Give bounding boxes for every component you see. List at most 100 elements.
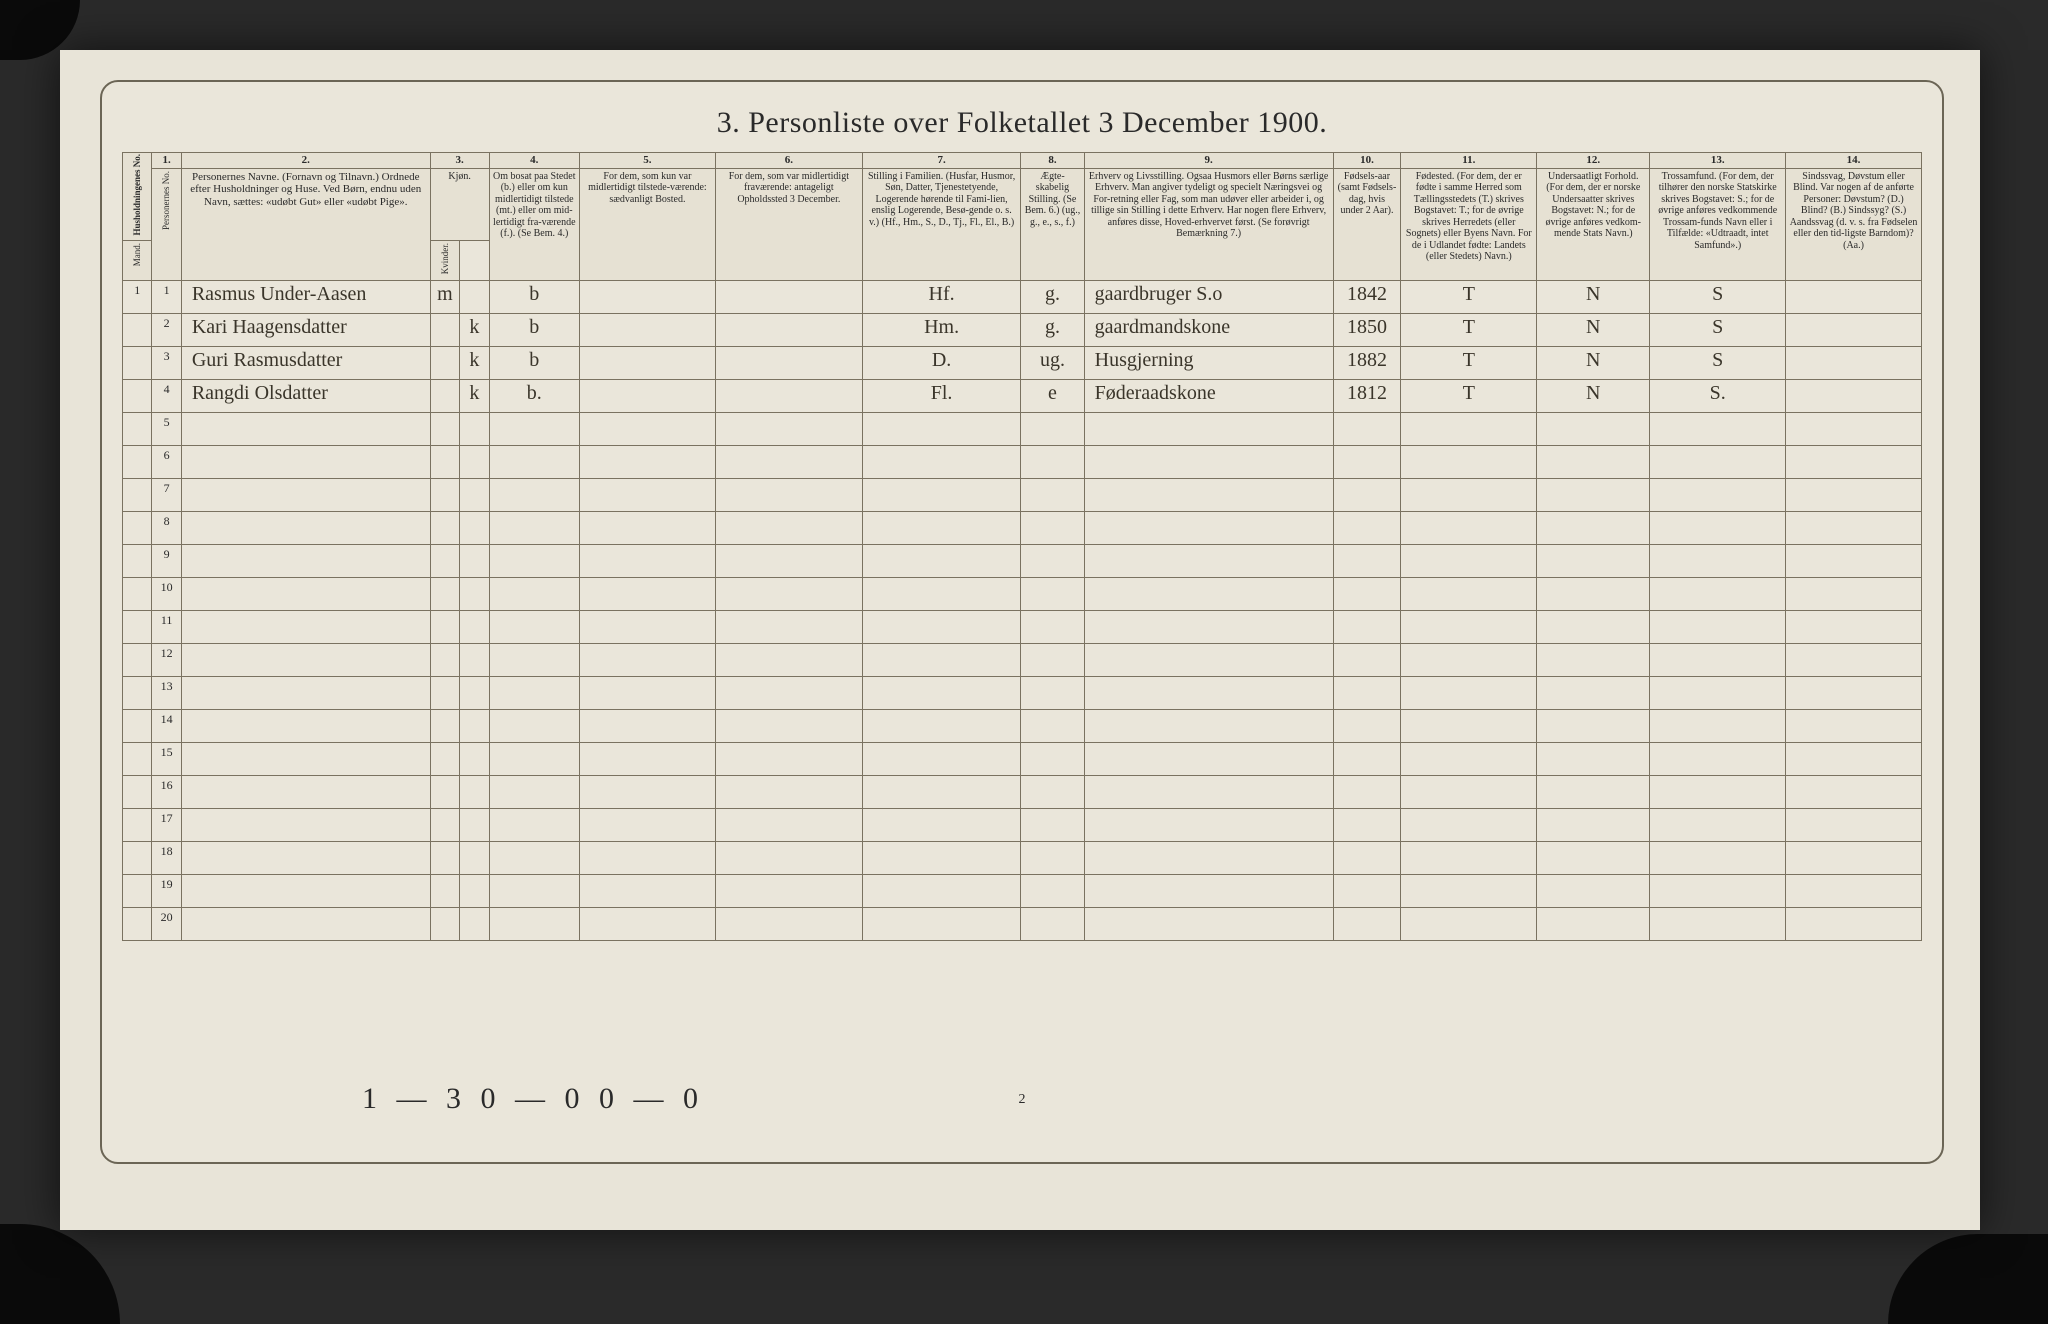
cell: 10	[152, 577, 181, 610]
cell: S	[1650, 313, 1786, 346]
cell	[489, 907, 580, 940]
cell	[181, 412, 430, 445]
cell: b	[489, 280, 580, 313]
cell: 1	[152, 280, 181, 313]
cell	[1333, 907, 1401, 940]
cell: 17	[152, 808, 181, 841]
cell	[1786, 610, 1922, 643]
header-row: Personernes No. Personernes Navne. (Forn…	[123, 168, 1922, 241]
cell	[1537, 544, 1650, 577]
cell	[1021, 445, 1084, 478]
cell	[1021, 643, 1084, 676]
cell	[580, 841, 716, 874]
table-row: 18	[123, 841, 1922, 874]
cell	[1401, 610, 1537, 643]
cell	[1084, 742, 1333, 775]
cell	[181, 511, 430, 544]
cell	[430, 478, 459, 511]
cell	[1650, 709, 1786, 742]
cell: 4	[152, 379, 181, 412]
cell	[1401, 742, 1537, 775]
cell	[181, 445, 430, 478]
cell: k	[460, 346, 489, 379]
cell	[1333, 412, 1401, 445]
cell	[1537, 676, 1650, 709]
table-row: 14	[123, 709, 1922, 742]
cell: S.	[1650, 379, 1786, 412]
cell	[1401, 874, 1537, 907]
cell	[489, 775, 580, 808]
cell	[460, 577, 489, 610]
cell	[580, 775, 716, 808]
col-10: Fødsels-aar (samt Fødsels-dag, hvis unde…	[1333, 168, 1401, 280]
cell	[181, 841, 430, 874]
cell	[715, 643, 862, 676]
cell	[430, 412, 459, 445]
cell: Husgjerning	[1084, 346, 1333, 379]
cell	[715, 808, 862, 841]
cell	[181, 610, 430, 643]
scan-shadow	[1888, 1234, 2048, 1324]
cell	[123, 808, 152, 841]
cell: 6	[152, 445, 181, 478]
cell: 1850	[1333, 313, 1401, 346]
cell	[123, 676, 152, 709]
cell	[489, 577, 580, 610]
form-frame: 3. Personliste over Folketallet 3 Decemb…	[100, 80, 1944, 1164]
cell	[460, 775, 489, 808]
colnum: 6.	[715, 153, 862, 169]
cell: 8	[152, 511, 181, 544]
cell	[1084, 775, 1333, 808]
table-row: 16	[123, 775, 1922, 808]
cell	[489, 478, 580, 511]
cell: b.	[489, 379, 580, 412]
cell	[862, 643, 1020, 676]
cell	[181, 544, 430, 577]
cell	[181, 907, 430, 940]
cell	[1650, 544, 1786, 577]
colnum: 8.	[1021, 153, 1084, 169]
cell	[1333, 643, 1401, 676]
cell	[715, 709, 862, 742]
cell	[430, 577, 459, 610]
col-8: Ægte-skabelig Stilling. (Se Bem. 6.) (ug…	[1021, 168, 1084, 280]
cell	[1537, 841, 1650, 874]
cell	[1084, 808, 1333, 841]
cell	[1021, 742, 1084, 775]
cell	[580, 742, 716, 775]
cell	[1333, 676, 1401, 709]
colnum: 3.	[430, 153, 489, 169]
cell	[1786, 412, 1922, 445]
cell	[580, 511, 716, 544]
cell: 15	[152, 742, 181, 775]
cell	[715, 676, 862, 709]
cell: b	[489, 346, 580, 379]
cell	[862, 709, 1020, 742]
cell	[430, 709, 459, 742]
cell	[1401, 709, 1537, 742]
cell	[181, 709, 430, 742]
cell	[1084, 577, 1333, 610]
cell	[715, 841, 862, 874]
cell	[181, 775, 430, 808]
cell: 1882	[1333, 346, 1401, 379]
cell	[1401, 808, 1537, 841]
colnum: 13.	[1650, 153, 1786, 169]
cell	[123, 841, 152, 874]
paper-sheet: 3. Personliste over Folketallet 3 Decemb…	[60, 50, 1980, 1230]
cell: k	[460, 313, 489, 346]
colnum: 11.	[1401, 153, 1537, 169]
cell	[1084, 412, 1333, 445]
cell	[430, 808, 459, 841]
cell	[430, 775, 459, 808]
colnum: 2.	[181, 153, 430, 169]
cell	[1537, 808, 1650, 841]
colnum: 4.	[489, 153, 580, 169]
cell	[1650, 775, 1786, 808]
cell	[1084, 511, 1333, 544]
cell	[1021, 511, 1084, 544]
col-5: For dem, som kun var midlertidigt tilste…	[580, 168, 716, 280]
cell	[1786, 280, 1922, 313]
cell	[1021, 478, 1084, 511]
cell	[123, 346, 152, 379]
